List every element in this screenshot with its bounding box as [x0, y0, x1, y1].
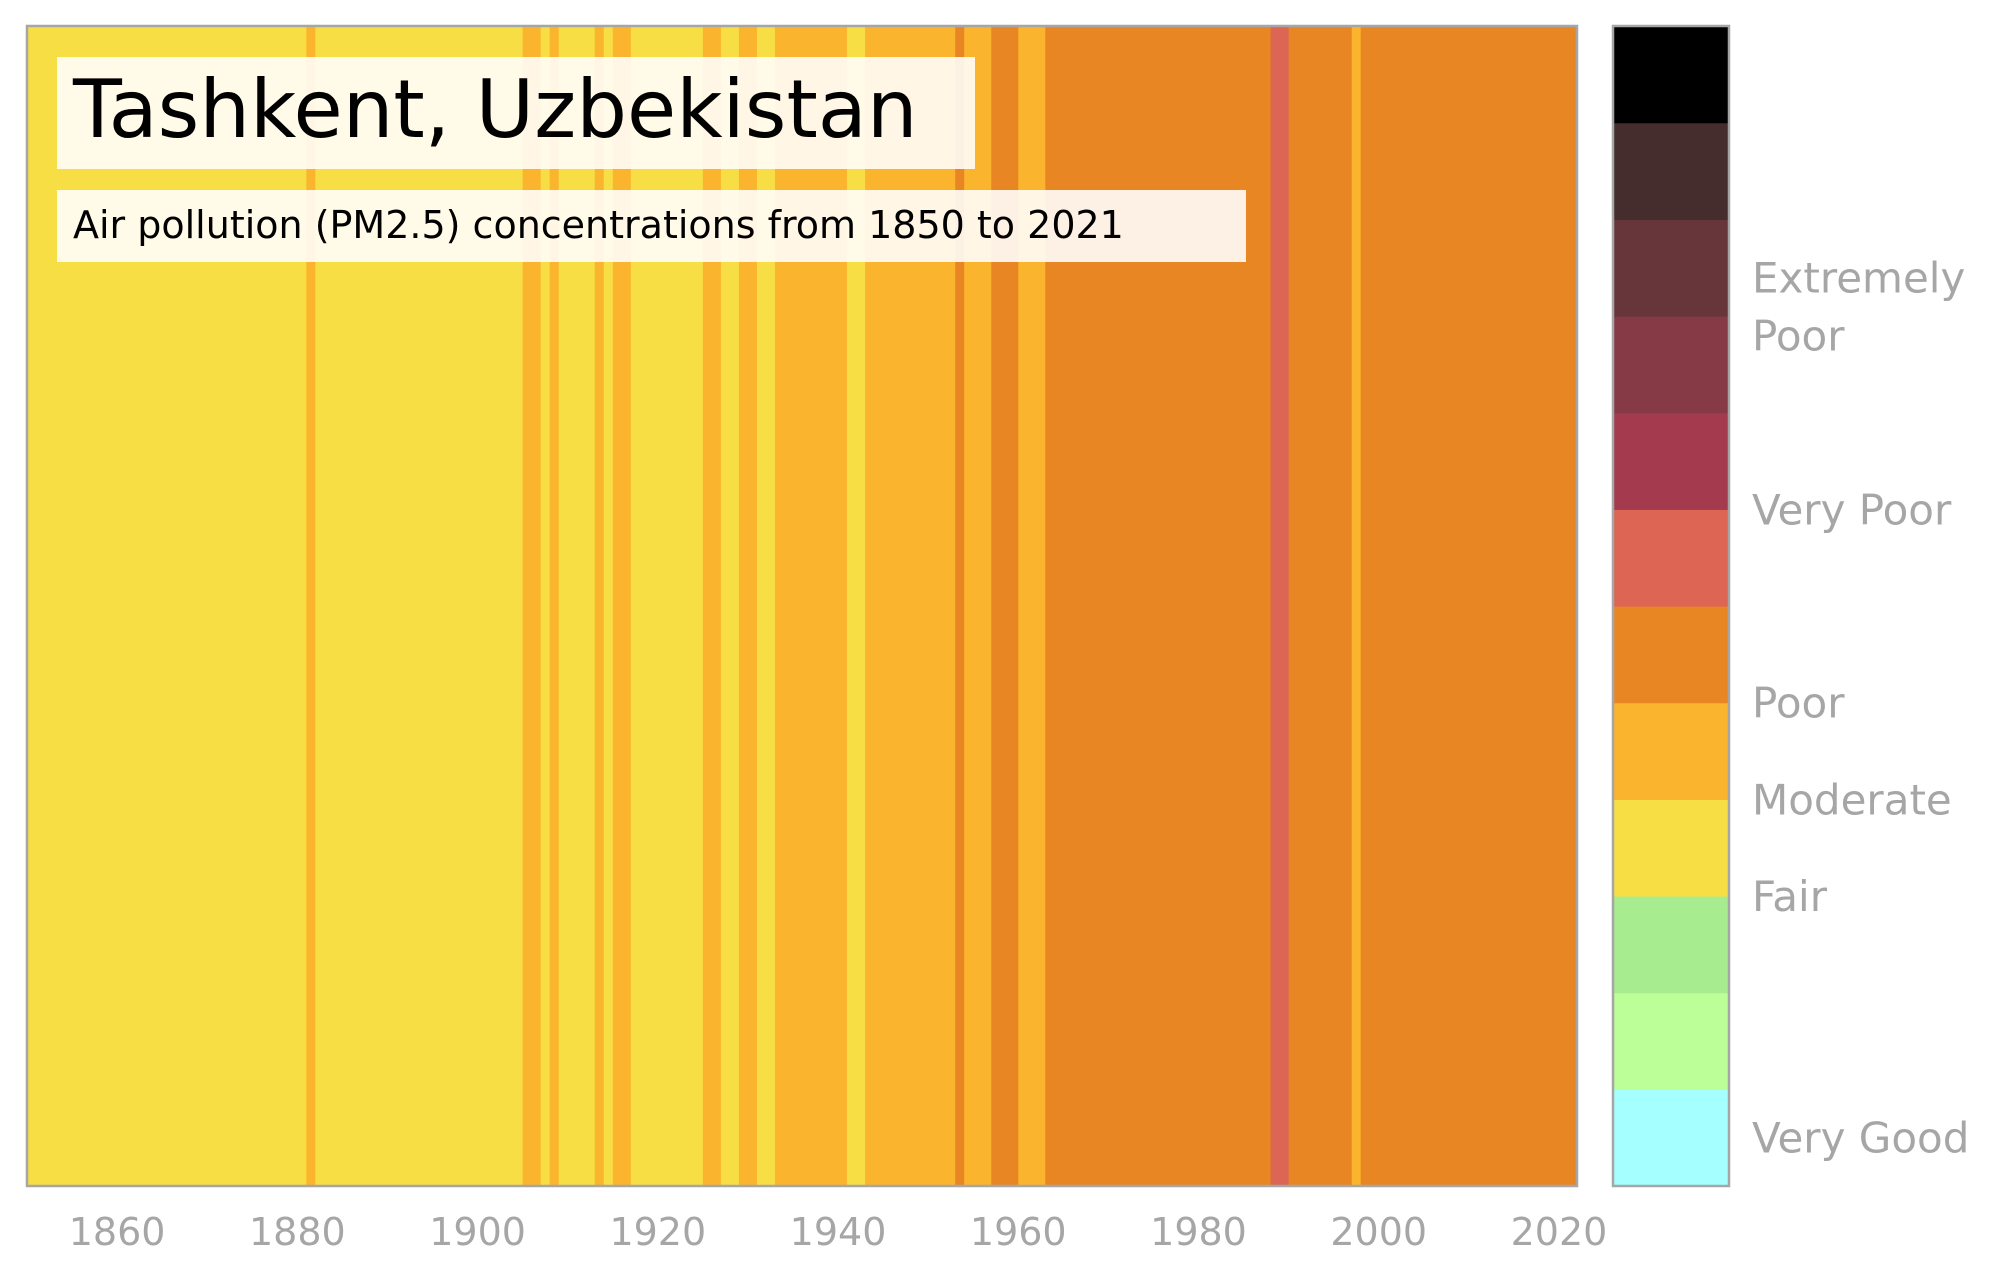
- stripe-1915-moderate: [612, 26, 632, 1186]
- x-axis: 1860 1880 1900 1920 1940 1960 1980 2000 2020: [69, 1210, 1608, 1254]
- legend-label: Very Good: [1752, 1114, 1969, 1163]
- chart-subtitle: Air pollution (PM2.5) concentrations fro…: [73, 203, 1124, 247]
- legend-label: Very Poor: [1752, 485, 1952, 534]
- stripe-1990-poor: [1288, 26, 1353, 1186]
- legend-swatch: [1613, 1089, 1729, 1187]
- stripe-1941-fair: [847, 26, 866, 1186]
- legend-swatch: [1613, 606, 1729, 704]
- stripe-1997-moderate: [1351, 26, 1362, 1186]
- legend-label: Poor: [1752, 311, 1845, 360]
- legend-swatch: [1613, 509, 1729, 607]
- stripe-1998-poor: [1360, 26, 1578, 1186]
- x-tick-label: 1940: [790, 1210, 887, 1254]
- stripe-1881-moderate: [306, 26, 316, 1186]
- title-background: [57, 57, 975, 169]
- stripe-1927-fair: [720, 26, 740, 1186]
- legend-swatch: [1613, 26, 1729, 124]
- color-legend: [1613, 26, 1729, 1187]
- legend-swatch: [1613, 122, 1729, 220]
- x-tick-label: 1980: [1150, 1210, 1247, 1254]
- stripe-1913-moderate: [594, 26, 605, 1186]
- stripe-1907-fair: [540, 26, 551, 1186]
- legend-label: Moderate: [1752, 775, 1952, 824]
- legend-label: Poor: [1752, 679, 1845, 728]
- legend-label: Fair: [1752, 872, 1828, 921]
- subtitle-box: Air pollution (PM2.5) concentrations fro…: [57, 190, 1246, 262]
- x-tick-label: 2020: [1511, 1210, 1608, 1254]
- legend-frame: [1611, 24, 1731, 1188]
- x-tick-label: 2000: [1330, 1210, 1427, 1254]
- x-tick-label: 1960: [970, 1210, 1067, 1254]
- legend-swatch: [1613, 316, 1729, 414]
- x-tick-label: 1860: [69, 1210, 166, 1254]
- stripe-1925-moderate: [702, 26, 722, 1186]
- legend-swatch: [1613, 702, 1729, 800]
- page-title: Tashkent, Uzbekistan: [72, 63, 918, 156]
- title-box: Tashkent, Uzbekistan: [57, 57, 975, 169]
- x-tick-label: 1900: [429, 1210, 526, 1254]
- stripe-1908-moderate: [549, 26, 560, 1186]
- stripe-1905-moderate: [522, 26, 542, 1186]
- legend-swatch: [1613, 992, 1729, 1090]
- legend-labels: Very Good Fair Moderate Poor Very Poor Extrem…: [1752, 253, 1969, 1162]
- stripe-1953-poor: [955, 26, 965, 1186]
- plot-frame: [25, 24, 1579, 1188]
- stripe-1914-fair: [603, 26, 614, 1186]
- x-tick-label: 1920: [609, 1210, 706, 1254]
- legend-swatch: [1613, 896, 1729, 994]
- legend-swatch: [1613, 412, 1729, 510]
- stripe-1929-moderate: [738, 26, 758, 1186]
- stripe-1988-very_poor: [1270, 26, 1290, 1186]
- legend-swatch: [1613, 799, 1729, 897]
- stripe-1931-fair: [756, 26, 776, 1186]
- legend-label: Extremely: [1752, 253, 1965, 302]
- subtitle-background: [57, 190, 1246, 262]
- x-tick-label: 1880: [249, 1210, 346, 1254]
- legend-swatch: [1613, 219, 1729, 317]
